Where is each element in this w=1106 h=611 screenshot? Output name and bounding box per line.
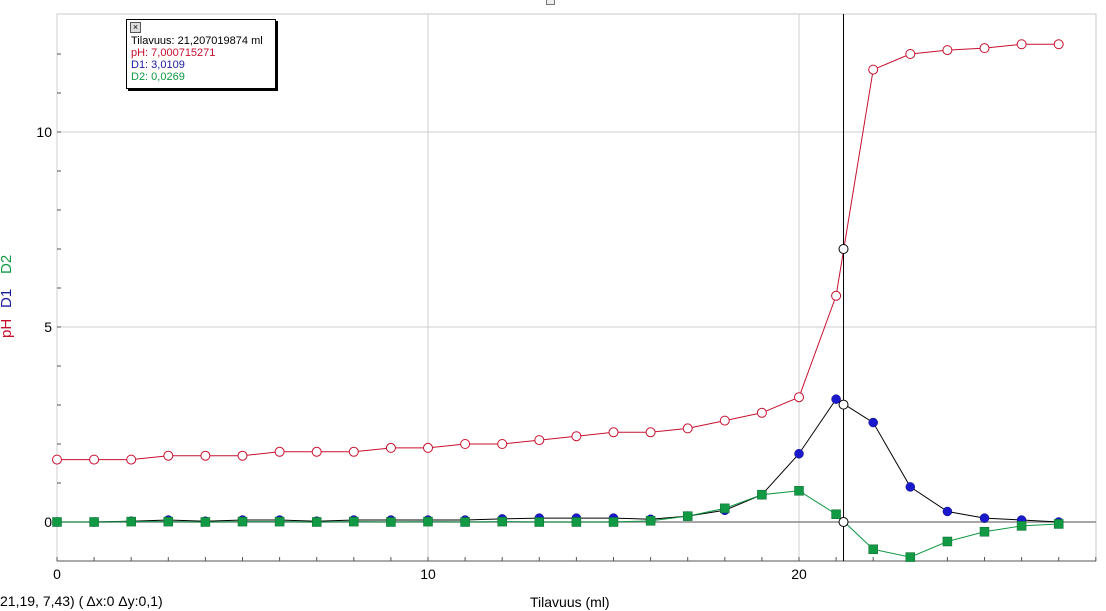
data-point-d2 — [757, 489, 767, 500]
data-point-d2 — [979, 527, 990, 537]
data-point-d2 — [831, 509, 841, 519]
readout-d1-value: D1: 3,0109 — [131, 59, 185, 71]
data-point-d1 — [942, 506, 953, 517]
data-point-ph — [460, 439, 471, 449]
data-point-d1 — [868, 417, 878, 428]
cursor-readout-box[interactable]: × Tilavuus: 21,207019874 ml pH: 7,000715… — [126, 19, 276, 89]
data-point-ph — [163, 450, 174, 461]
data-point-d2 — [645, 516, 656, 526]
data-point-ph — [756, 407, 767, 418]
readout-ph-value: pH: 7,000715271 — [131, 47, 216, 59]
data-point-d2 — [163, 516, 174, 527]
x-tick-label: 10 — [420, 566, 436, 582]
data-point-d2 — [868, 544, 878, 555]
series-line-d1 — [57, 398, 1059, 523]
data-point-ph — [794, 392, 804, 403]
data-point-ph — [126, 454, 137, 465]
data-point-ph — [571, 431, 582, 442]
series-line-ph — [57, 43, 1059, 461]
data-point-ph — [942, 45, 953, 56]
data-point-ph — [237, 450, 248, 461]
cursor-marker — [838, 517, 849, 527]
data-point-ph — [200, 450, 211, 461]
data-point-ph — [89, 454, 100, 465]
data-point-ph — [645, 427, 656, 438]
data-point-ph — [1053, 39, 1064, 50]
data-point-d2 — [682, 511, 693, 521]
data-point-ph — [348, 446, 359, 457]
data-point-ph — [608, 427, 619, 438]
data-point-ph — [534, 435, 545, 446]
data-point-ph — [497, 439, 508, 449]
data-point-d2 — [349, 516, 359, 527]
data-point-ph — [52, 454, 62, 465]
data-point-d1 — [979, 513, 990, 523]
readout-d2-value: D2: 0,0269 — [131, 71, 185, 83]
data-point-d2 — [497, 516, 507, 527]
data-point-ph — [979, 43, 990, 54]
plot-frame — [56, 13, 1097, 562]
data-point-d2 — [794, 486, 804, 496]
panel-resize-handle[interactable] — [546, 0, 555, 5]
data-point-ph — [1016, 39, 1027, 50]
data-point-d2 — [311, 517, 322, 527]
data-point-d2 — [905, 552, 916, 562]
data-point-d2 — [52, 517, 62, 527]
data-point-d2 — [942, 536, 953, 547]
y-label-d2: D2 — [0, 254, 15, 274]
data-point-ph — [311, 446, 322, 457]
x-tick-label: 0 — [53, 566, 61, 582]
data-point-d2 — [89, 517, 99, 527]
data-point-d1 — [794, 449, 804, 459]
readout-x-value: Tilavuus: 21,207019874 ml — [131, 35, 263, 47]
data-point-ph — [868, 64, 879, 75]
cursor-marker — [838, 244, 849, 254]
data-point-d2 — [1053, 519, 1064, 529]
data-point-ph — [682, 423, 693, 434]
y-axis-labels: pH D1 D2 — [0, 250, 20, 340]
data-point-ph — [423, 442, 433, 453]
data-point-d2 — [274, 516, 285, 527]
data-point-d2 — [237, 516, 248, 527]
data-point-ph — [719, 415, 730, 426]
data-point-d2 — [720, 503, 730, 514]
data-point-d1 — [905, 482, 916, 492]
y-tick-label: 5 — [44, 319, 52, 335]
data-point-ph — [831, 290, 842, 301]
y-label-d1: D1 — [0, 288, 15, 308]
data-point-ph — [905, 49, 916, 59]
status-coordinates: 21,19, 7,43) ( Δx:0 Δy:0,1) — [0, 593, 163, 609]
data-point-d2 — [1016, 521, 1027, 531]
y-tick-label: 0 — [44, 514, 52, 530]
x-tick-label: 20 — [791, 566, 807, 582]
data-point-d1 — [831, 394, 841, 404]
data-point-ph — [274, 446, 285, 457]
cursor-marker — [838, 399, 849, 410]
data-point-d2 — [386, 517, 396, 527]
data-point-d2 — [460, 517, 470, 527]
close-icon[interactable]: × — [130, 22, 141, 33]
data-point-ph — [385, 442, 396, 453]
x-axis-label: Tilavuus (ml) — [530, 594, 610, 610]
data-point-d2 — [534, 517, 545, 527]
data-point-d2 — [608, 517, 619, 527]
data-point-d2 — [423, 516, 433, 527]
data-point-d2 — [571, 517, 582, 527]
y-tick-label: 10 — [36, 124, 52, 140]
y-label-ph: pH — [0, 318, 15, 338]
data-point-d2 — [200, 517, 211, 527]
data-point-d2 — [126, 516, 136, 527]
series-line-d2 — [57, 490, 1059, 558]
